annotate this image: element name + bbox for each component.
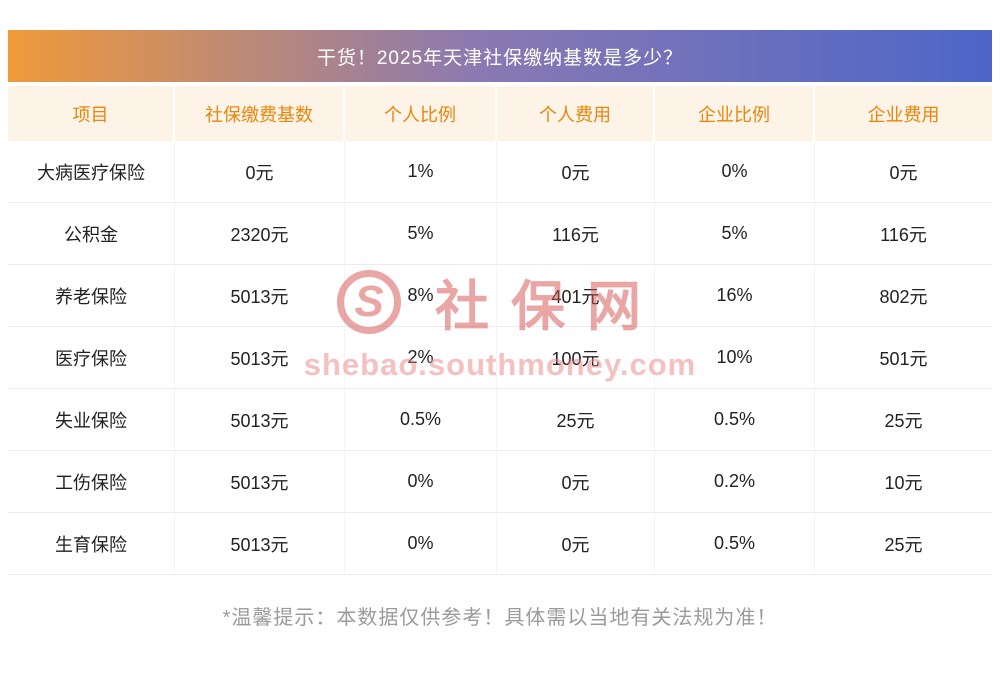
- row-label: 生育保险: [8, 513, 175, 574]
- page-title: 干货！2025年天津社保缴纳基数是多少？: [316, 47, 684, 69]
- cell-value: 0%: [345, 451, 497, 512]
- cell-value: 0%: [345, 513, 497, 574]
- cell-value: 5013元: [175, 327, 345, 388]
- row-label: 公积金: [8, 203, 175, 264]
- social-security-table: 项目 社保缴费基数 个人比例 个人费用 企业比例 企业费用 大病医疗保险 0元 1% 0元 0% 0…: [8, 86, 992, 575]
- table-row: 工伤保险 5013元 0% 0元 0.2% 10元: [8, 451, 992, 513]
- cell-value: 0元: [175, 141, 345, 202]
- cell-value: 0.5%: [655, 513, 815, 574]
- table-header-row: 项目 社保缴费基数 个人比例 个人费用 企业比例 企业费用: [8, 86, 992, 141]
- cell-value: 0元: [497, 513, 655, 574]
- cell-value: 2320元: [175, 203, 345, 264]
- title-bar: 干货！2025年天津社保缴纳基数是多少？: [8, 30, 992, 82]
- cell-value: 0%: [655, 141, 815, 202]
- cell-value: 0.2%: [655, 451, 815, 512]
- cell-value: 5%: [655, 203, 815, 264]
- cell-value: 0.5%: [345, 389, 497, 450]
- cell-value: 5013元: [175, 389, 345, 450]
- cell-value: 10元: [884, 472, 923, 493]
- cell-value: 0元: [497, 141, 655, 202]
- table-body: 大病医疗保险 0元 1% 0元 0% 0元 公积金 2320元 5% 116元 5% 116元 养老保险…: [8, 141, 992, 575]
- cell-value: 401元: [497, 265, 655, 326]
- row-label: 失业保险: [8, 389, 175, 450]
- column-header: 项目: [8, 86, 175, 141]
- table-row: 生育保险 5013元 0% 0元 0.5% 25元: [8, 513, 992, 575]
- cell-value: 5013元: [175, 451, 345, 512]
- cell-value: 10%: [655, 327, 815, 388]
- cell-value: 802元: [879, 286, 928, 307]
- cell-value: 116元: [880, 224, 927, 245]
- column-header: 企业费用: [867, 104, 940, 125]
- cell-value: 501元: [879, 348, 928, 369]
- row-label: 养老保险: [8, 265, 175, 326]
- footer-note: *温馨提示：本数据仅供参考！具体需以当地有关法规为准！: [222, 607, 778, 629]
- cell-value: 2%: [345, 327, 497, 388]
- table-row: 公积金 2320元 5% 116元 5% 116元: [8, 203, 992, 265]
- cell-value: 25元: [884, 410, 923, 431]
- table-row: 大病医疗保险 0元 1% 0元 0% 0元: [8, 141, 992, 203]
- cell-value: 1%: [345, 141, 497, 202]
- column-header: 个人比例: [345, 86, 497, 141]
- cell-value: 25元: [497, 389, 655, 450]
- cell-value: 16%: [655, 265, 815, 326]
- column-header: 社保缴费基数: [175, 86, 345, 141]
- cell-value: 8%: [345, 265, 497, 326]
- column-header: 个人费用: [497, 86, 655, 141]
- cell-value: 100元: [497, 327, 655, 388]
- row-label: 医疗保险: [8, 327, 175, 388]
- cell-value: 5013元: [175, 513, 345, 574]
- table-row: 失业保险 5013元 0.5% 25元 0.5% 25元: [8, 389, 992, 451]
- row-label: 工伤保险: [8, 451, 175, 512]
- row-label: 大病医疗保险: [8, 141, 175, 202]
- table-row: 医疗保险 5013元 2% 100元 10% 501元: [8, 327, 992, 389]
- column-header: 企业比例: [655, 86, 815, 141]
- cell-value: 116元: [497, 203, 655, 264]
- cell-value: 5%: [345, 203, 497, 264]
- cell-value: 0元: [889, 162, 918, 183]
- cell-value: 25元: [884, 534, 923, 555]
- cell-value: 0.5%: [655, 389, 815, 450]
- cell-value: 5013元: [175, 265, 345, 326]
- page: 干货！2025年天津社保缴纳基数是多少？ 项目 社保缴费基数 个人比例 个人费用 企业比…: [8, 0, 992, 630]
- table-row: 养老保险 5013元 8% 401元 16% 802元: [8, 265, 992, 327]
- cell-value: 0元: [497, 451, 655, 512]
